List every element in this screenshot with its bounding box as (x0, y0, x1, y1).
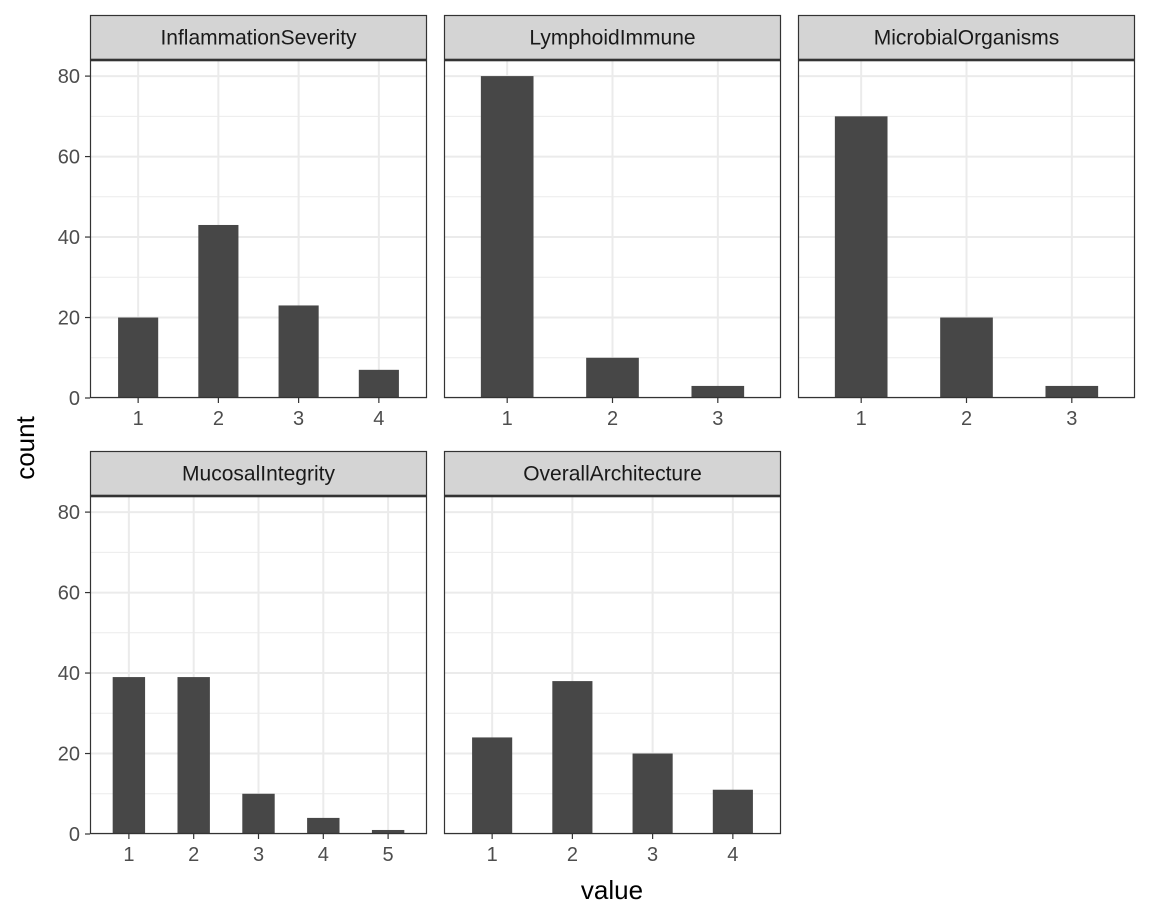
bar (1045, 385, 1099, 398)
bar (198, 224, 239, 398)
x-tick-label: 3 (647, 844, 658, 866)
x-tick-label: 1 (123, 844, 134, 866)
y-tick-label: 40 (58, 227, 80, 249)
bar (118, 317, 159, 398)
x-tick-label: 2 (607, 408, 618, 430)
strip-label: InflammationSeverity (160, 27, 357, 50)
y-tick-label: 0 (69, 824, 80, 846)
bar (586, 357, 639, 398)
bar (480, 76, 534, 398)
strip-label: OverallArchitecture (523, 463, 702, 486)
bar (552, 681, 593, 834)
x-axis-title: value (581, 875, 643, 905)
bar (940, 317, 993, 398)
x-tick-label: 1 (856, 408, 867, 430)
y-axis-title: count (10, 415, 40, 479)
bar (112, 677, 146, 834)
y-tick-label: 20 (58, 308, 80, 330)
bar (307, 817, 340, 834)
bar (632, 753, 673, 834)
x-tick-label: 2 (213, 408, 224, 430)
x-tick-label: 1 (133, 408, 144, 430)
x-tick-label: 4 (318, 844, 329, 866)
strip-background (89, 450, 428, 497)
strip-background (443, 450, 782, 497)
strip-background (443, 14, 782, 61)
y-tick-label: 0 (69, 388, 80, 410)
x-tick-label: 3 (253, 844, 264, 866)
bar (358, 369, 399, 398)
bar (691, 385, 745, 398)
strip-label: LymphoidImmune (529, 27, 695, 50)
x-tick-label: 4 (373, 408, 384, 430)
x-tick-label: 5 (383, 844, 394, 866)
y-tick-label: 40 (58, 663, 80, 685)
bar (834, 116, 888, 398)
strip-label: MucosalIntegrity (182, 463, 335, 486)
x-tick-label: 2 (188, 844, 199, 866)
x-tick-label: 2 (961, 408, 972, 430)
x-tick-label: 1 (487, 844, 498, 866)
x-tick-label: 2 (567, 844, 578, 866)
bar (712, 789, 753, 834)
x-tick-label: 4 (727, 844, 738, 866)
facet-panel: MucosalIntegrity 1 2 3 4 5 0 20 40 60 80 (58, 450, 428, 866)
bar (278, 305, 319, 398)
facet-panel: LymphoidImmune 1 2 3 (443, 14, 782, 430)
strip-label: MicrobialOrganisms (874, 27, 1060, 50)
bar (177, 677, 210, 834)
y-tick-label: 60 (58, 583, 80, 605)
y-tick-label: 80 (58, 66, 80, 88)
y-tick-label: 20 (58, 744, 80, 766)
y-tick-label: 60 (58, 147, 80, 169)
y-tick-label: 80 (58, 502, 80, 524)
bar (472, 737, 513, 834)
bar (371, 829, 405, 834)
x-tick-label: 3 (712, 408, 723, 430)
x-tick-label: 3 (293, 408, 304, 430)
x-tick-label: 1 (502, 408, 513, 430)
bar (242, 793, 275, 834)
x-tick-label: 3 (1066, 408, 1077, 430)
facet-panel: MicrobialOrganisms 1 2 3 (797, 14, 1136, 430)
facet-panel: OverallArchitecture 1 2 3 4 (443, 450, 782, 866)
